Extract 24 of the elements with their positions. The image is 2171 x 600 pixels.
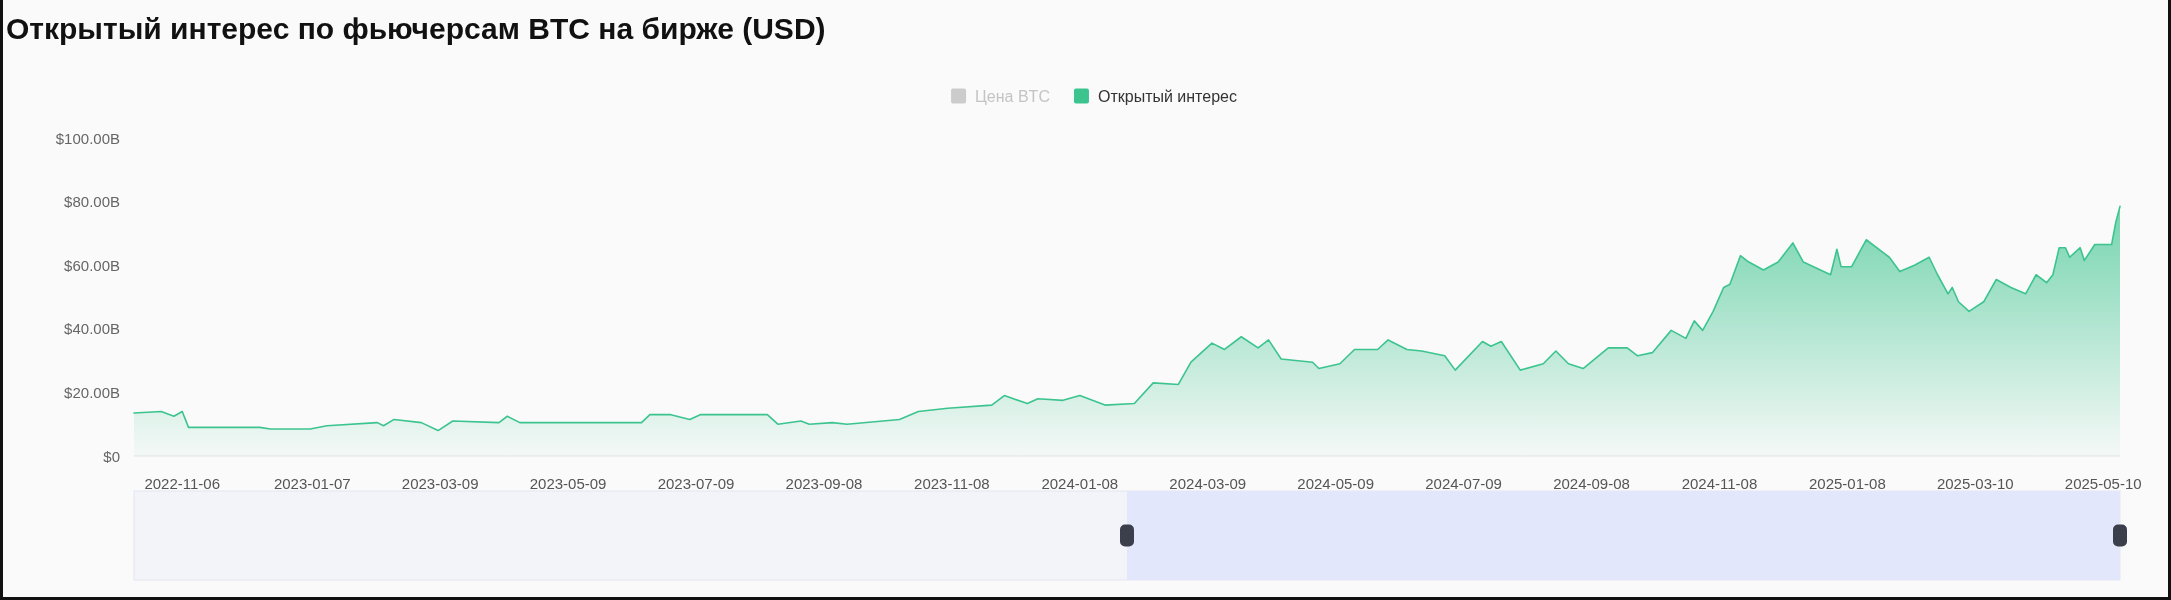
x-tick-label: 2024-05-09 (1297, 474, 1375, 492)
x-tick-label: 2024-09-08 (1553, 474, 1630, 492)
x-tick-label: 2024-03-09 (1169, 474, 1247, 492)
y-tick-label: $40.00B (64, 320, 120, 338)
x-tick-label: 2023-09-08 (785, 474, 863, 492)
y-tick-label: $0 (103, 447, 120, 465)
y-tick-label: $80.00B (64, 193, 120, 211)
x-tick-label: 2023-11-08 (914, 474, 990, 492)
x-tick-label: 2025-03-10 (1936, 474, 2014, 492)
x-tick-label: 2023-03-09 (401, 474, 479, 492)
x-tick-label: 2023-05-09 (529, 474, 607, 492)
x-tick-label: 2025-05-10 (2064, 474, 2142, 492)
chart-title: Открытый интерес по фьючерсам BTC на бирже (USD) (6, 12, 826, 45)
y-tick-label: $60.00B (64, 256, 120, 274)
legend-label: Открытый интерес (1097, 87, 1237, 105)
x-tick-label: 2022-11-06 (144, 474, 221, 492)
x-tick-label: 2024-01-08 (1041, 474, 1119, 492)
x-tick-label: 2023-01-07 (273, 474, 351, 492)
x-tick-label: 2024-11-08 (1681, 474, 1758, 492)
x-tick-label: 2025-01-08 (1809, 474, 1886, 492)
y-tick-label: $100.00B (55, 129, 120, 147)
x-tick-label: 2023-07-09 (657, 474, 735, 492)
x-tick-label: 2024-07-09 (1425, 474, 1502, 492)
y-tick-label: $20.00B (64, 383, 120, 401)
